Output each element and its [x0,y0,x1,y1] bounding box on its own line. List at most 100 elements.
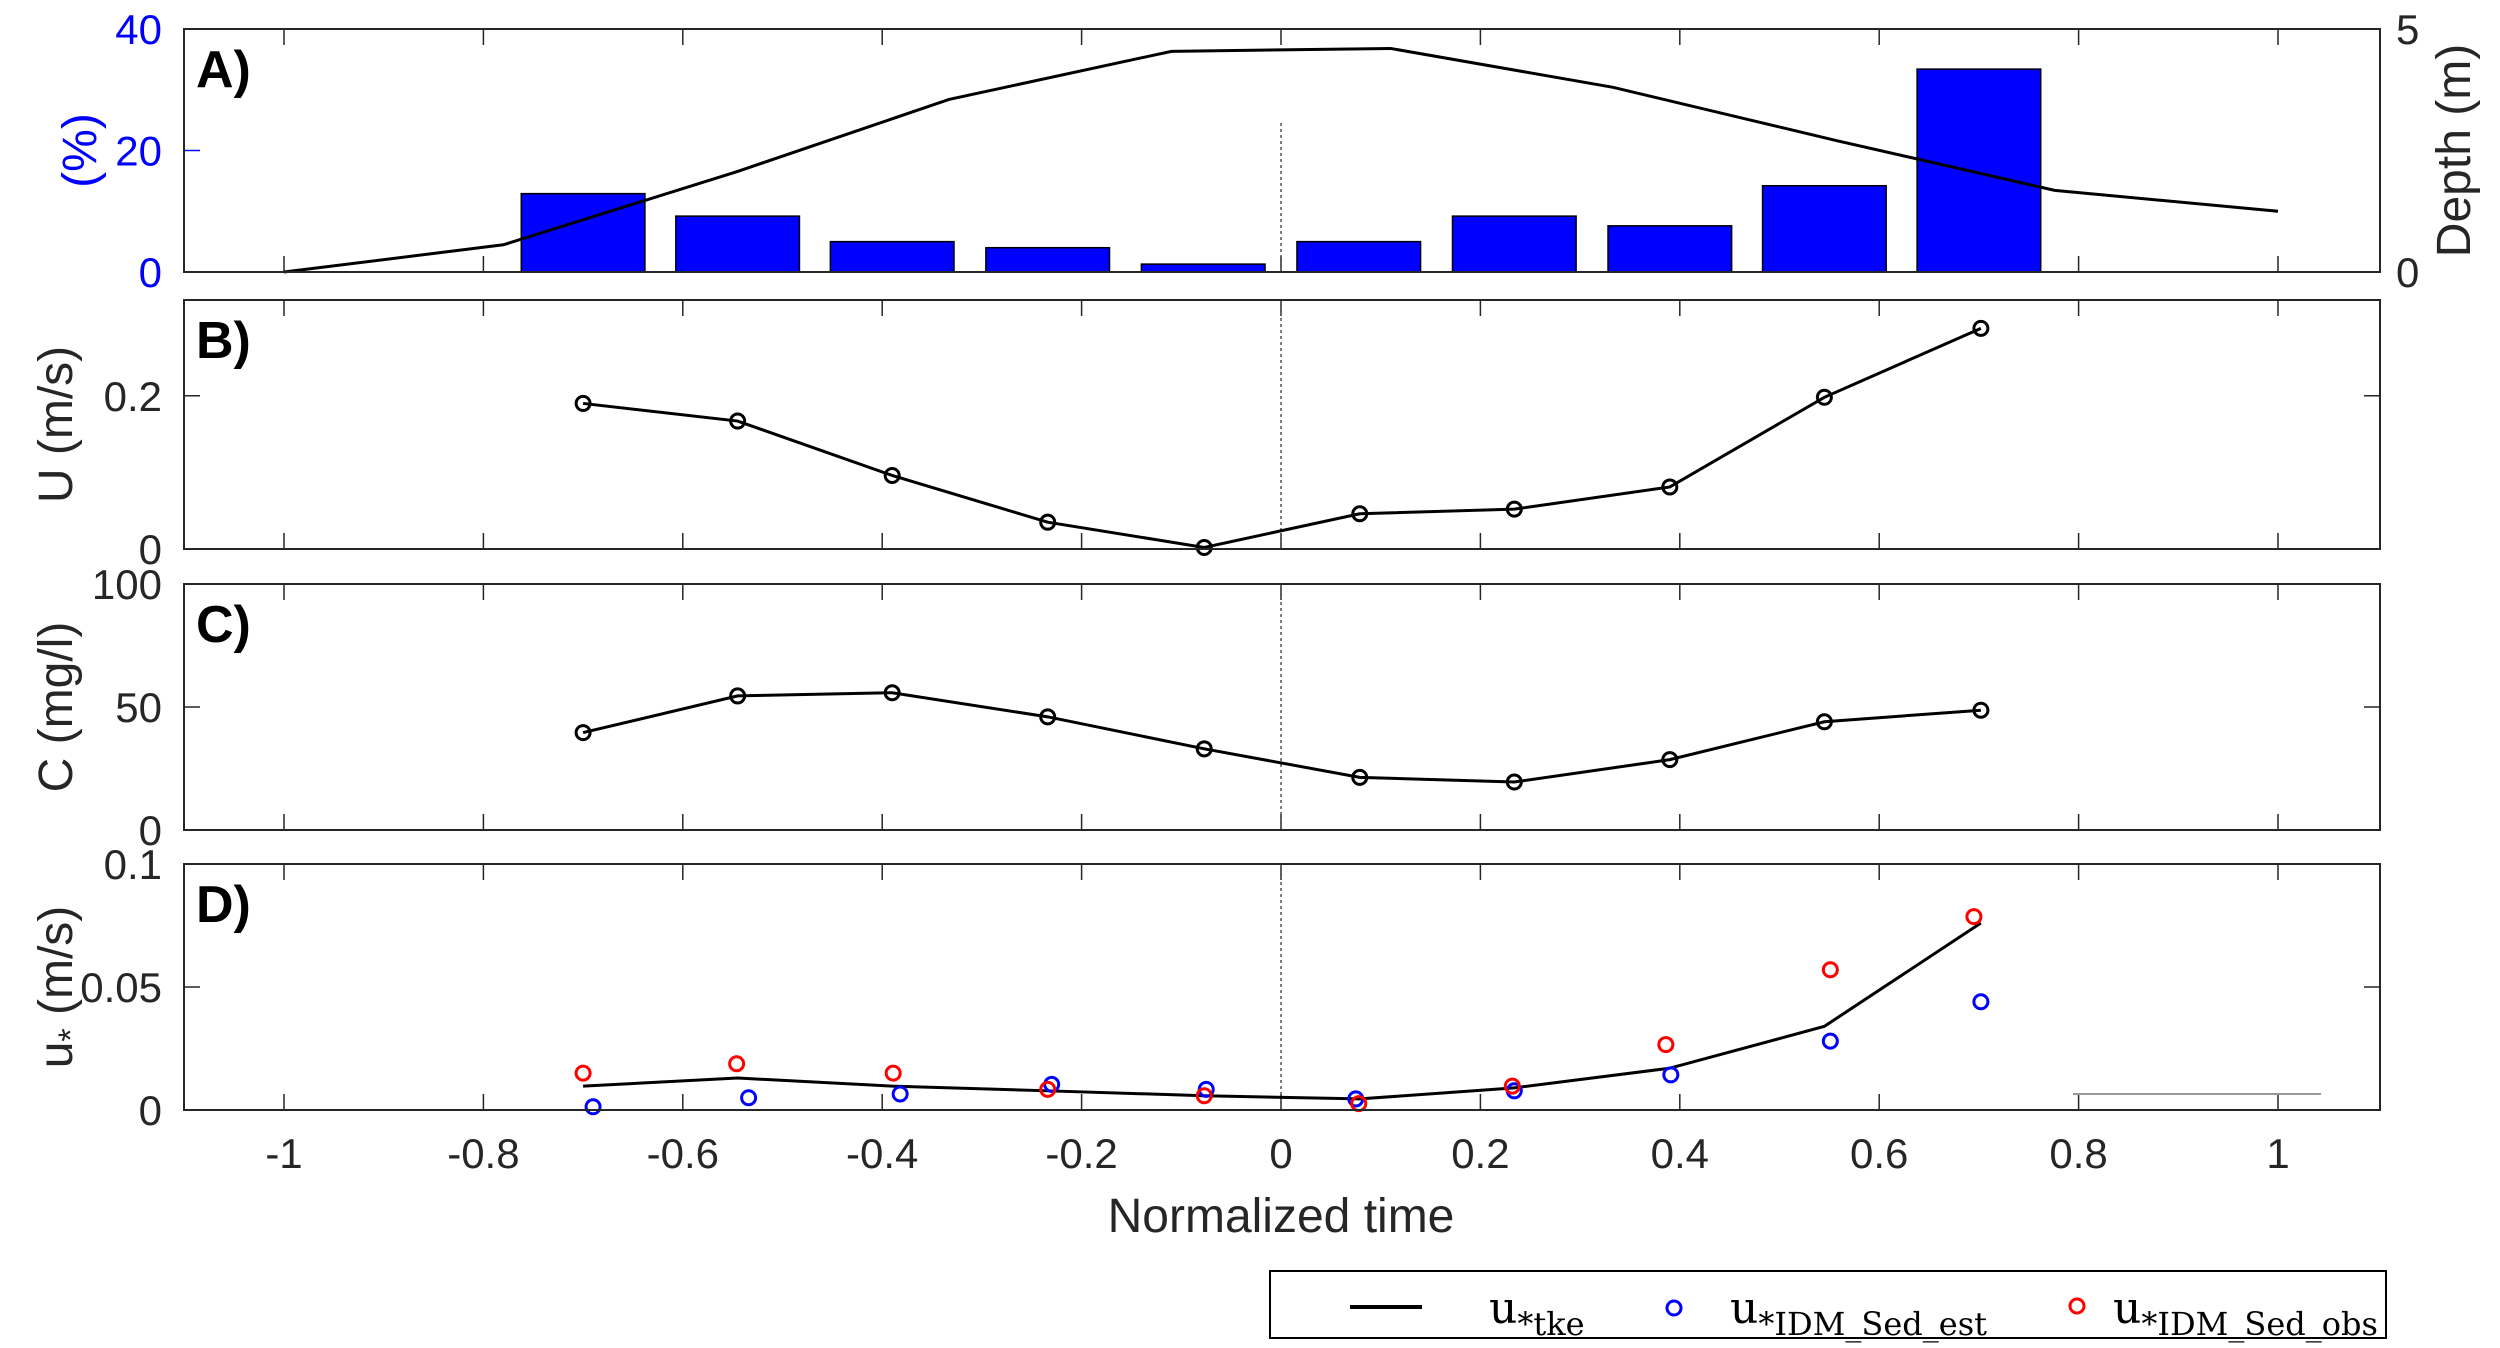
legend-base: u [2113,1283,2141,1334]
x-tick-label: 0.4 [1651,1130,1709,1177]
panel-letter: D) [196,876,251,934]
legend-base: u [1730,1283,1758,1334]
panel-letter: C) [196,596,251,654]
legend-marker-obs [2068,1297,2086,1315]
legend: u*tke u*IDM_Sed_est u*IDM_Sed_obs [1269,1270,2387,1343]
series-line-tke [583,921,1982,1101]
panel-d: 0 0.05 0.1 u* (m/s) D) [30,841,2381,1134]
marker-est [1972,993,1990,1011]
bar [675,215,801,273]
axes-frame [183,863,2381,1111]
bar [1140,263,1266,273]
data-point [729,412,747,430]
data-point [574,394,592,412]
data-point [1195,740,1213,758]
marker-obs [1965,908,1983,926]
data-point [1039,513,1057,531]
x-tick-label: 1 [2266,1130,2289,1177]
x-tick-label: -0.2 [1045,1130,1117,1177]
x-axis-label: Normalized time [1108,1190,1455,1243]
legend-sub: *IDM_Sed_est [1758,1305,1987,1343]
x-tick-label: 0.2 [1451,1130,1509,1177]
axes-frame [183,583,2381,831]
y-axis-label: U (m/s) [30,346,83,503]
legend-sub: *IDM_Sed_obs [2141,1305,2378,1343]
bar [1296,240,1422,273]
bar [1916,68,2042,273]
depth-line [283,46,2279,274]
axes-frame [183,299,2381,550]
series-line [582,691,1982,784]
data-point [1351,505,1369,523]
marker-obs [1039,1080,1057,1098]
x-tick-label: 0 [1269,1130,1292,1177]
y-axis-label: C (mg/l) [30,622,83,793]
panel-letter: B) [196,312,251,370]
legend-entry: u*IDM_Sed_est [1730,1283,1987,1343]
x-tick-label: 0.8 [2049,1130,2107,1177]
panel-b: 0 0.2 U (m/s) B) [30,299,2381,573]
data-point [729,687,747,705]
data-point [1351,768,1369,786]
axes-frame [183,28,2381,273]
bar [829,240,955,273]
marker-obs [574,1064,592,1082]
data-point [1815,388,1833,406]
marker-obs [884,1064,902,1082]
marker-obs [1657,1036,1675,1054]
data-point [1661,751,1679,769]
legend-base: u [1489,1283,1517,1334]
series-line [582,326,1982,549]
x-tick-label: -1 [265,1130,302,1177]
data-point [1039,708,1057,726]
panel-letter: A) [196,41,251,99]
data-point [1972,319,1990,337]
marker-est [891,1085,909,1103]
y-tick-label: 40 [115,6,162,53]
y-tick-label: 0 [139,249,162,296]
x-tick-label: 0.6 [1850,1130,1908,1177]
marker-est [1662,1066,1680,1084]
x-tick-label: -0.8 [447,1130,519,1177]
data-point [574,724,592,742]
data-point [1195,538,1213,556]
y-label-base: u [30,1042,83,1069]
y-axis-label: u* (m/s) [30,906,90,1069]
y-axis-label: (%) [54,113,107,188]
y-label-sub: * [52,1028,90,1041]
y2-tick-label: 0 [2396,249,2419,296]
legend-entry: u*tke [1489,1283,1585,1343]
y-tick-label: 100 [92,561,162,608]
data-point [883,684,901,702]
marker-est [584,1098,602,1116]
x-tick-label: -0.4 [846,1130,918,1177]
legend-entry: u*IDM_Sed_obs [2113,1283,2378,1343]
bar [1761,184,1887,273]
bar [1607,225,1733,273]
marker-est [1821,1032,1839,1050]
data-point [1505,773,1523,791]
data-point [883,466,901,484]
panel-a: 0 20 40 0 5 (%) Depth (m) A) [54,6,2481,296]
y-tick-label: 0.2 [104,373,162,420]
legend-marker-est [1665,1299,1683,1317]
data-point [1661,478,1679,496]
y2-tick-label: 5 [2396,6,2419,53]
y-tick-label: 0 [139,807,162,854]
bar [985,246,1111,273]
data-point [1972,701,1990,719]
y-tick-label: 50 [115,684,162,731]
marker-est [740,1089,758,1107]
data-point [1505,500,1523,518]
bar [1451,215,1577,273]
y-tick-label: 0.1 [104,841,162,888]
x-tick-label: -0.6 [647,1130,719,1177]
y-tick-label: 0 [139,526,162,573]
y-tick-label: 20 [115,128,162,175]
marker-obs [1821,961,1839,979]
y-tick-label: 0.05 [80,964,162,1011]
marker-obs [728,1055,746,1073]
marker-obs [1195,1087,1213,1105]
